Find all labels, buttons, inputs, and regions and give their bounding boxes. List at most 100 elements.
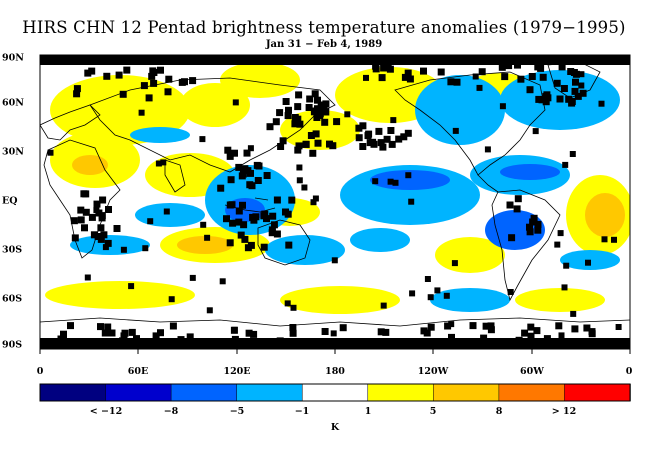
missing-data-cell bbox=[284, 300, 291, 307]
missing-data-cell bbox=[553, 79, 561, 87]
colorbar-label-8: > 12 bbox=[551, 406, 577, 417]
missing-data-cell bbox=[84, 274, 91, 281]
missing-data-cell bbox=[611, 236, 617, 243]
missing-data-cell bbox=[420, 327, 428, 335]
lat-label-90s: 90S bbox=[2, 339, 23, 351]
missing-data-cell bbox=[248, 182, 256, 190]
missing-data-cell bbox=[128, 283, 135, 290]
missing-data-cell bbox=[291, 114, 299, 121]
missing-data-cell bbox=[528, 73, 536, 80]
missing-data-cell bbox=[443, 292, 450, 299]
missing-data-cell bbox=[237, 231, 245, 239]
missing-data-cell bbox=[615, 324, 622, 330]
missing-data-cell bbox=[147, 218, 154, 225]
missing-data-cell bbox=[312, 130, 320, 138]
missing-data-cell bbox=[405, 172, 412, 179]
missing-data-cell bbox=[235, 218, 243, 226]
missing-data-cell bbox=[560, 85, 568, 92]
missing-data-cell bbox=[307, 132, 315, 139]
missing-data-cell bbox=[157, 66, 164, 74]
missing-data-cell bbox=[101, 329, 109, 337]
missing-data-cell bbox=[273, 230, 281, 238]
missing-data-cell bbox=[570, 310, 577, 317]
missing-data-cell bbox=[563, 262, 570, 269]
missing-data-cell bbox=[383, 135, 391, 143]
missing-data-cell bbox=[227, 150, 234, 157]
missing-data-cell bbox=[73, 85, 81, 93]
missing-data-cell bbox=[288, 196, 296, 204]
missing-data-cell bbox=[268, 226, 276, 234]
missing-data-cell bbox=[379, 143, 387, 151]
colorbar-label-7: 8 bbox=[495, 406, 503, 417]
missing-data-cell bbox=[285, 241, 293, 249]
missing-data-cell bbox=[232, 99, 239, 106]
missing-data-cell bbox=[93, 207, 100, 214]
missing-data-cell bbox=[570, 69, 578, 76]
missing-data-cell bbox=[238, 172, 246, 180]
missing-data-cell bbox=[60, 335, 67, 343]
missing-data-cell bbox=[204, 234, 211, 241]
colorbar-segment bbox=[367, 383, 435, 402]
missing-data-cell bbox=[263, 215, 270, 223]
missing-data-cell bbox=[312, 195, 319, 202]
missing-data-cell bbox=[99, 196, 107, 204]
missing-data-cell bbox=[400, 133, 408, 141]
missing-data-cell bbox=[527, 332, 535, 340]
missing-data-cell bbox=[290, 304, 297, 311]
missing-data-cell bbox=[235, 163, 243, 171]
colorbar-label-6: 5 bbox=[429, 406, 437, 417]
missing-data-cell bbox=[314, 96, 321, 104]
missing-data-cell bbox=[261, 210, 269, 218]
missing-data-cell bbox=[387, 127, 395, 134]
missing-data-cell bbox=[104, 239, 112, 247]
missing-data-cell bbox=[155, 160, 162, 167]
missing-data-cell bbox=[123, 66, 131, 74]
missing-data-cell bbox=[138, 109, 145, 116]
missing-data-cell bbox=[601, 236, 608, 243]
missing-data-cell bbox=[231, 326, 238, 333]
missing-data-cell bbox=[150, 79, 158, 87]
missing-data-cell bbox=[260, 243, 268, 251]
missing-data-cell bbox=[231, 335, 239, 343]
missing-data-cell bbox=[344, 111, 351, 118]
missing-data-cell bbox=[249, 213, 257, 221]
missing-data-cell bbox=[565, 95, 573, 103]
missing-data-cell bbox=[561, 284, 568, 291]
missing-data-cell bbox=[253, 161, 261, 169]
missing-data-cell bbox=[478, 68, 486, 76]
missing-data-cell bbox=[355, 124, 363, 132]
missing-data-cell bbox=[558, 63, 566, 71]
missing-data-cell bbox=[148, 72, 156, 80]
missing-data-cell bbox=[583, 324, 591, 332]
missing-data-cell bbox=[285, 106, 292, 114]
missing-data-cell bbox=[306, 95, 314, 103]
lon-label-0-east: 0 bbox=[625, 366, 633, 377]
missing-data-cell bbox=[572, 78, 579, 86]
lon-label-60e: 60E bbox=[127, 366, 149, 377]
missing-data-cell bbox=[71, 234, 79, 242]
missing-data-cell bbox=[375, 127, 383, 135]
missing-data-cells bbox=[47, 60, 622, 345]
colorbar-segment bbox=[39, 383, 107, 402]
missing-data-cell bbox=[555, 322, 563, 330]
missing-data-cell bbox=[247, 241, 255, 249]
missing-data-cell bbox=[574, 92, 582, 100]
missing-data-cell bbox=[514, 195, 522, 203]
missing-data-cell bbox=[250, 330, 258, 338]
missing-data-cell bbox=[97, 235, 105, 243]
missing-data-cell bbox=[451, 260, 458, 267]
colorbar-label-3: −5 bbox=[229, 406, 245, 417]
missing-data-cell bbox=[269, 212, 277, 220]
missing-data-cell bbox=[404, 129, 412, 137]
missing-data-cell bbox=[544, 94, 552, 102]
missing-data-cell bbox=[77, 206, 85, 214]
missing-data-cell bbox=[321, 118, 329, 126]
lat-label-90n: 90N bbox=[2, 52, 24, 64]
missing-data-cell bbox=[579, 89, 587, 97]
missing-data-cell bbox=[448, 333, 455, 341]
missing-data-cell bbox=[133, 335, 140, 343]
missing-data-cell bbox=[339, 324, 347, 332]
missing-data-cell bbox=[223, 215, 230, 223]
missing-data-cell bbox=[517, 75, 525, 83]
missing-data-cell bbox=[240, 221, 248, 229]
